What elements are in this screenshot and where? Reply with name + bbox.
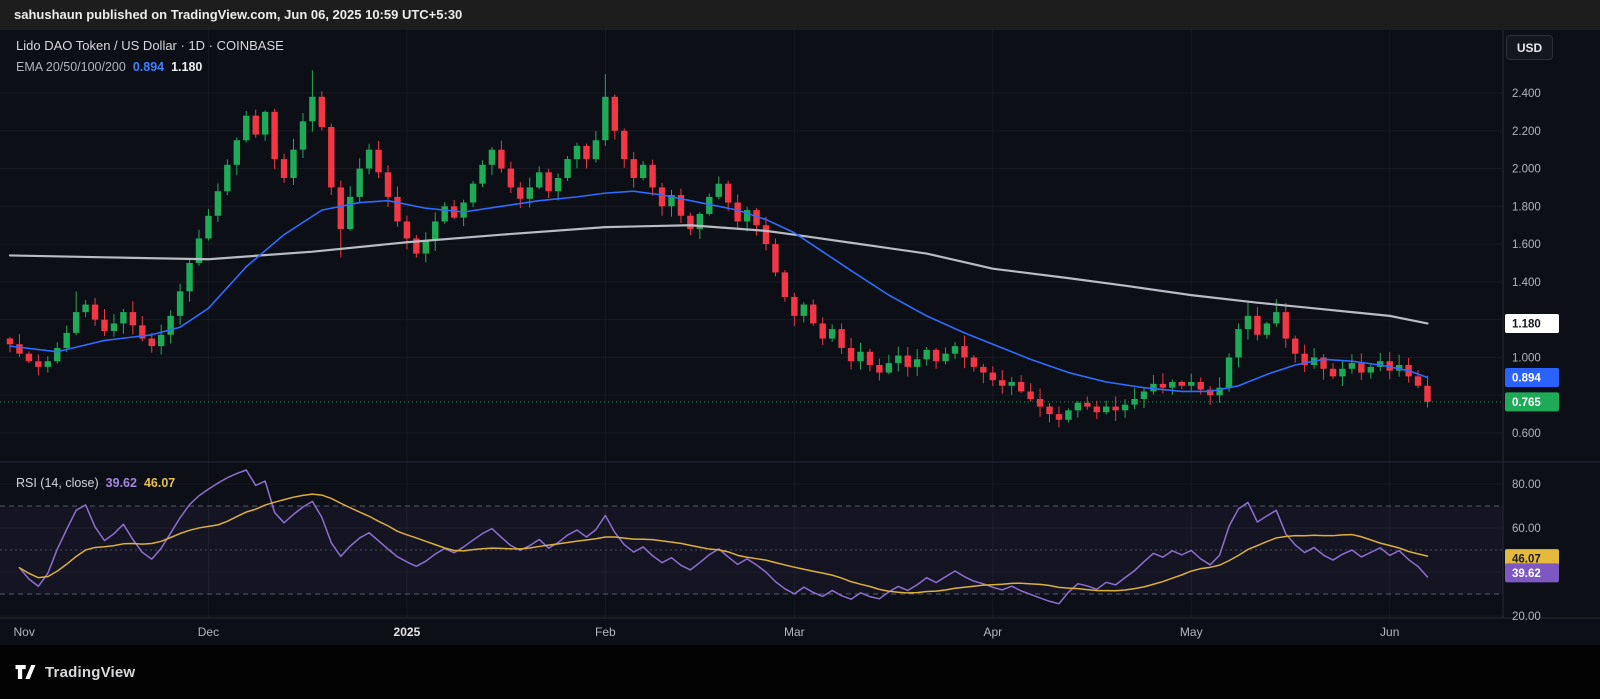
time-axis-label: Nov (14, 625, 35, 639)
footer-bar: TradingView (0, 645, 1600, 699)
time-axis-label: May (1180, 625, 1203, 639)
time-axis[interactable]: Nov Dec 2025 Feb Mar Apr May Jun (14, 625, 1400, 639)
tradingview-wordmark[interactable]: TradingView (45, 663, 136, 681)
time-axis-label: Apr (983, 625, 1002, 639)
price-tick-label: 1.600 (1512, 239, 1541, 251)
price-tick-label: 0.600 (1512, 428, 1541, 440)
ema-overlays (0, 190, 1503, 403)
price-tick-label: 1.000 (1512, 352, 1541, 364)
time-axis-label: Jun (1380, 625, 1399, 639)
price-tick-label: 2.200 (1512, 126, 1541, 138)
pane-dividers[interactable] (0, 30, 1600, 619)
svg-text:0.894: 0.894 (1512, 372, 1541, 384)
price-tick-label: 2.400 (1512, 88, 1541, 100)
symbol-title[interactable]: Lido DAO Token / US Dollar · 1D · COINBA… (16, 38, 284, 53)
ema-blue-value: 0.894 (132, 60, 165, 74)
rsi-tick-label: 20.00 (1512, 611, 1541, 623)
rsi-tick-label: 80.00 (1512, 479, 1541, 491)
rsi-current-value: 39.62 (105, 476, 137, 490)
rsi-band (0, 505, 1503, 595)
svg-text:0.765: 0.765 (1512, 397, 1541, 409)
ema-gray-line (8, 224, 1429, 325)
price-tick-label: 1.400 (1512, 277, 1541, 289)
rsi-indicator-legend[interactable]: RSI (14, close) 39.62 46.07 (16, 476, 175, 490)
rsi-ma-line (18, 493, 1429, 594)
publish-bar: sahushaun published on TradingView.com, … (0, 0, 1600, 30)
ema-blue-price-badge: 0.894 (1505, 367, 1559, 387)
time-axis-label: Feb (595, 625, 616, 639)
tradingview-logo-icon[interactable] (14, 662, 36, 682)
rsi-ma-current-value: 46.07 (143, 476, 176, 490)
svg-text:39.62: 39.62 (1512, 568, 1541, 580)
rsi-series (18, 469, 1429, 605)
currency-usd-button[interactable]: USD (1506, 35, 1553, 60)
last-price-badge: 0.765 (1505, 392, 1559, 412)
chart-canvas[interactable]: 2.400 2.200 2.000 1.800 1.600 1.400 1.000 0.600… (0, 30, 1600, 645)
svg-text:1.180: 1.180 (1512, 318, 1541, 330)
candlestick-series (6, 70, 1431, 428)
price-tick-label: 2.000 (1512, 164, 1541, 176)
time-axis-label: Dec (198, 625, 219, 639)
rsi-value-badge: 39.62 (1505, 563, 1559, 583)
rsi-line (18, 469, 1429, 605)
publish-text: sahushaun published on TradingView.com, … (14, 7, 463, 22)
rsi-indicator-label: RSI (14, close) (16, 476, 99, 490)
chart-region: 2.400 2.200 2.000 1.800 1.600 1.400 1.000 0.600… (0, 30, 1600, 645)
time-axis-label: 2025 (394, 625, 421, 639)
rsi-tick-label: 60.00 (1512, 523, 1541, 535)
price-axis[interactable]: 2.400 2.200 2.000 1.800 1.600 1.400 1.000 0.600… (1512, 88, 1541, 623)
svg-text:46.07: 46.07 (1512, 554, 1541, 566)
time-axis-label: Mar (784, 625, 805, 639)
ema-white-price-badge: 1.180 (1505, 313, 1559, 333)
ema-white-value: 1.180 (171, 60, 203, 74)
price-tick-label: 1.800 (1512, 201, 1541, 213)
ema-blue-line (9, 190, 1429, 393)
ema-indicator-legend[interactable]: EMA 20/50/100/200 0.894 1.180 (16, 60, 202, 74)
ema-indicator-label: EMA 20/50/100/200 (16, 60, 126, 74)
